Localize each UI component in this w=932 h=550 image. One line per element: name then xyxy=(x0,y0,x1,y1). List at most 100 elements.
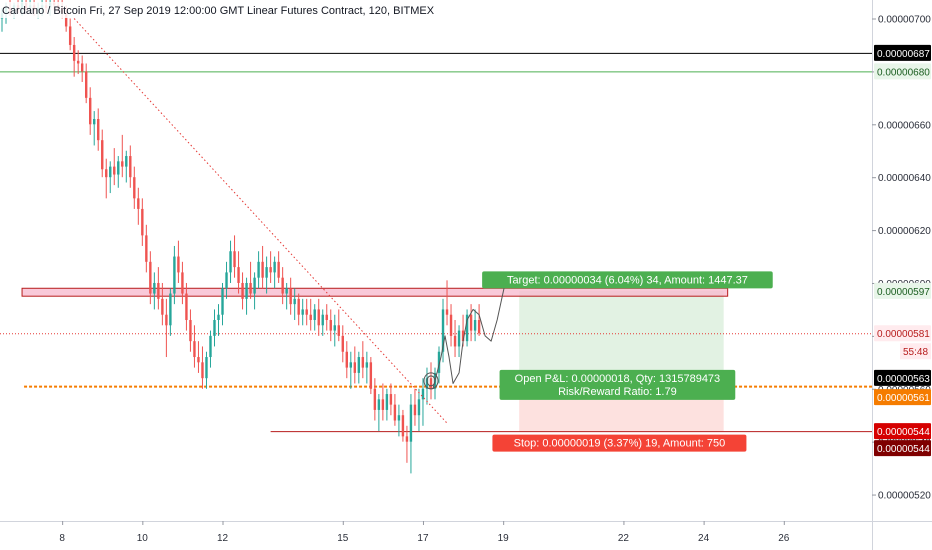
candle xyxy=(177,240,180,283)
candle-body xyxy=(181,272,184,294)
candle xyxy=(373,378,377,421)
date-tick-label: 24 xyxy=(698,533,710,544)
candle xyxy=(465,309,469,347)
candle xyxy=(133,166,136,209)
drawings-layer xyxy=(73,18,506,424)
candle xyxy=(345,341,348,379)
candle-body xyxy=(97,119,100,141)
candle xyxy=(153,272,156,310)
candle xyxy=(185,282,188,331)
candle xyxy=(381,383,385,421)
candle-body xyxy=(161,298,164,315)
candle xyxy=(173,245,176,305)
candle xyxy=(389,383,393,416)
candle-body xyxy=(465,314,469,342)
candle-body xyxy=(329,320,332,331)
projection-path xyxy=(432,282,506,389)
candle-body xyxy=(317,309,320,326)
candle-body xyxy=(421,388,425,400)
entry-level-tag: 0.00000563 xyxy=(874,369,931,386)
entry-level-tag-bg xyxy=(874,369,931,386)
candle-body xyxy=(445,309,449,315)
candle-body xyxy=(101,140,104,170)
target-label: Target: 0.00000034 (6.04%) 34, Amount: 1… xyxy=(482,271,773,289)
current-price-tag-text: 0.00000581 xyxy=(877,329,930,340)
candle-body xyxy=(121,161,124,167)
entry-level-tag-text: 0.00000563 xyxy=(877,374,930,385)
candle xyxy=(401,409,405,442)
candle xyxy=(141,198,144,246)
candle-body xyxy=(305,309,308,315)
candle xyxy=(369,357,373,395)
candle-body xyxy=(189,320,192,342)
candle-body xyxy=(129,156,132,178)
candle-body xyxy=(425,378,429,389)
open-pl-label-text: Risk/Reward Ratio: 1.79 xyxy=(558,386,677,398)
candle-body xyxy=(461,330,465,342)
candle-body xyxy=(281,277,284,294)
candle-body xyxy=(125,156,128,167)
candle xyxy=(421,378,425,426)
candle xyxy=(113,148,116,186)
candle xyxy=(337,309,340,342)
candle xyxy=(333,314,336,347)
candle xyxy=(241,272,244,310)
candle-body xyxy=(325,314,328,321)
candle-body xyxy=(397,415,401,421)
open-pl-label: Open P&L: 0.00000018, Qty: 1315789473Ris… xyxy=(499,369,736,400)
candle-body xyxy=(241,282,244,299)
candle xyxy=(201,346,204,389)
stop-label-text: Stop: 0.00000019 (3.37%) 19, Amount: 750 xyxy=(514,438,726,450)
candle-body xyxy=(89,97,92,125)
candle xyxy=(72,37,76,77)
circle-marker xyxy=(423,372,439,390)
candle xyxy=(353,346,357,384)
candle-body xyxy=(357,357,361,373)
price-tick-label: 0.00000640 xyxy=(878,173,931,184)
candle xyxy=(313,304,316,331)
black-level-tag: 0.00000687 xyxy=(874,44,931,61)
candle-body xyxy=(149,261,152,294)
candle xyxy=(365,351,369,384)
candle xyxy=(209,330,212,368)
candle-body xyxy=(93,119,96,125)
candle xyxy=(309,298,312,331)
candle-body xyxy=(209,335,212,358)
candle-body xyxy=(369,362,373,389)
candle xyxy=(109,161,112,194)
candle xyxy=(84,63,88,104)
stop-label-box xyxy=(492,434,747,452)
candle-body xyxy=(413,404,417,416)
candle-body xyxy=(429,378,433,389)
candle-body xyxy=(233,251,236,268)
target-level-tag: 0.00000597 xyxy=(874,282,931,299)
open-pl-label-text: Open P&L: 0.00000018, Qty: 1315789473 xyxy=(515,373,721,385)
green-level-tag-text: 0.00000680 xyxy=(877,67,930,78)
date-tick-label: 22 xyxy=(618,533,630,544)
candle xyxy=(129,145,132,188)
date-tick-label: 12 xyxy=(217,533,229,544)
orange-level-tag-bg xyxy=(874,389,931,406)
candle-body xyxy=(117,161,120,175)
candle xyxy=(397,404,401,437)
candle-body xyxy=(285,288,288,294)
target-label-text: Target: 0.00000034 (6.04%) 34, Amount: 1… xyxy=(507,274,748,286)
candle xyxy=(417,388,421,432)
time-axis[interactable]: 8 10 12 15 17 19 22 24 26 xyxy=(59,521,790,544)
candle-body xyxy=(249,282,252,294)
candle xyxy=(205,351,208,389)
candle-body xyxy=(265,267,268,278)
candle-body xyxy=(373,388,377,410)
candle-body xyxy=(253,277,256,294)
candle-body xyxy=(389,394,393,405)
candle-body xyxy=(469,314,473,331)
candle xyxy=(93,111,96,146)
candle-body xyxy=(153,282,156,294)
candle-body xyxy=(217,314,220,321)
candle xyxy=(193,325,196,368)
candle-body xyxy=(381,399,385,410)
candle xyxy=(68,18,72,51)
candle xyxy=(233,235,236,278)
candle-body xyxy=(437,351,441,373)
